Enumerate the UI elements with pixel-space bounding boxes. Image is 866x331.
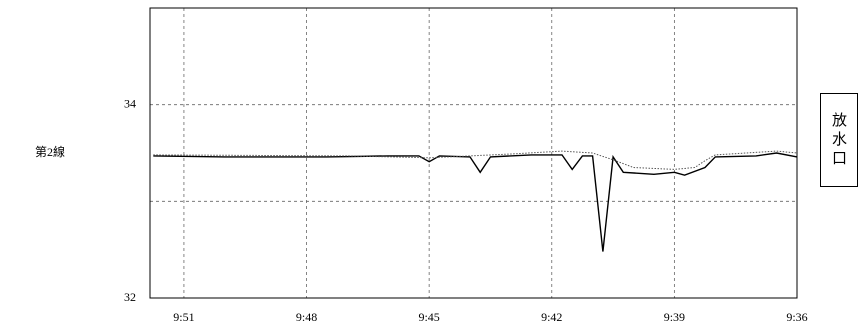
y-axis-label: 第2線 [35, 144, 65, 159]
x-tick-label: 9:45 [418, 310, 439, 324]
series-line [153, 152, 798, 252]
x-tick-label: 9:36 [786, 310, 807, 324]
annotation-box: 放水口 [820, 93, 858, 187]
y-tick-label: 34 [124, 96, 136, 110]
y-tick-label: 32 [124, 290, 136, 304]
x-tick-label: 9:39 [664, 310, 685, 324]
series-line [153, 150, 798, 170]
x-tick-label: 9:51 [173, 310, 194, 324]
x-tick-label: 9:42 [541, 310, 562, 324]
plot-frame [149, 7, 798, 299]
x-tick-label: 9:48 [296, 310, 317, 324]
